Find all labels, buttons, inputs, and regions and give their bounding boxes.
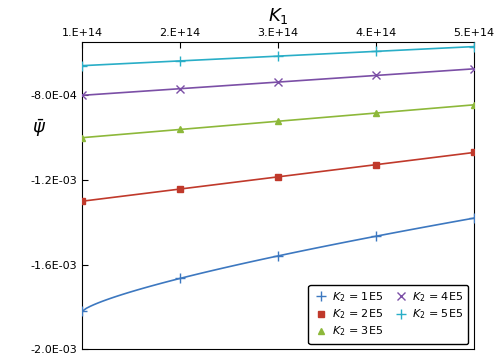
$K_2$ = 2E5 (373, 162, 379, 167)
$K_2$ = 3E5 (177, 127, 183, 132)
$K_2$ = 2E5 (275, 175, 281, 179)
$K_2$ = 5E5 (275, 54, 281, 58)
$K_2$ = 3E5 (373, 111, 379, 115)
$K_2$ = 1E5 (373, 234, 379, 238)
$K_2$ = 2E5 (80, 199, 86, 203)
$K_2$ = 1E5 (177, 276, 183, 280)
$K_2$ = 4E5 (177, 87, 183, 91)
$K_2$ = 1E5 (471, 216, 477, 220)
$K_2$ = 5E5 (177, 59, 183, 63)
$K_2$ = 2E5 (471, 150, 477, 155)
$K_2$ = 3E5 (471, 103, 477, 107)
$K_2$ = 3E5 (80, 135, 86, 140)
$K_2$ = 5E5 (471, 44, 477, 49)
Line: $K_2$ = 4E5: $K_2$ = 4E5 (78, 65, 478, 100)
Legend: $K_2$ = 1E5, $K_2$ = 2E5, $K_2$ = 3E5, $K_2$ = 4E5, $K_2$ = 5E5: $K_2$ = 1E5, $K_2$ = 2E5, $K_2$ = 3E5, $… (308, 285, 468, 344)
$K_2$ = 1E5 (275, 254, 281, 258)
Line: $K_2$ = 3E5: $K_2$ = 3E5 (79, 101, 477, 141)
$K_2$ = 4E5 (80, 93, 86, 97)
Line: $K_2$ = 1E5: $K_2$ = 1E5 (78, 213, 478, 316)
$K_2$ = 2E5 (177, 187, 183, 191)
$K_2$ = 4E5 (275, 80, 281, 84)
Line: $K_2$ = 2E5: $K_2$ = 2E5 (79, 149, 477, 205)
Line: $K_2$ = 5E5: $K_2$ = 5E5 (78, 42, 478, 70)
$K_2$ = 5E5 (80, 64, 86, 68)
$K_2$ = 4E5 (373, 73, 379, 78)
X-axis label: $K_1$: $K_1$ (268, 5, 288, 26)
$K_2$ = 1E5 (80, 309, 86, 313)
$K_2$ = 3E5 (275, 119, 281, 123)
Y-axis label: $\bar{\psi}$: $\bar{\psi}$ (32, 118, 46, 139)
$K_2$ = 5E5 (373, 49, 379, 53)
$K_2$ = 4E5 (471, 67, 477, 71)
